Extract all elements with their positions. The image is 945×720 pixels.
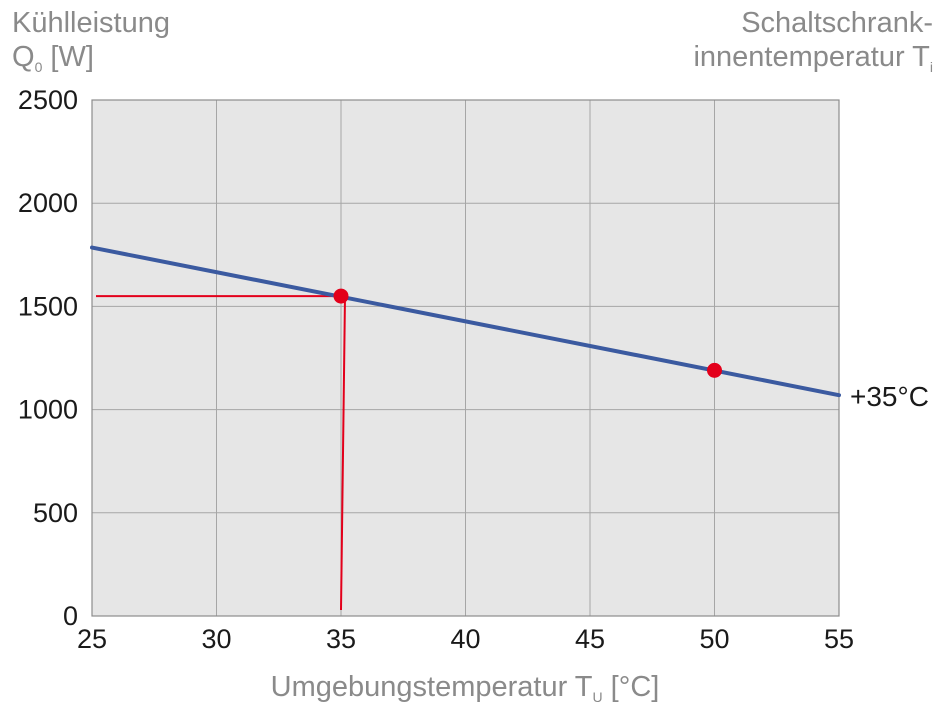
x-axis-unit: [°C]: [602, 671, 660, 703]
x-tick-label: 50: [699, 624, 729, 654]
y-axis-symbol-subscript: 0: [34, 59, 43, 75]
secondary-axis-title-line2: innentemperatur Ti: [693, 40, 933, 78]
y-axis-unit: [W]: [42, 41, 94, 73]
y-axis-symbol: Q: [12, 41, 35, 73]
x-tick-label: 40: [450, 624, 480, 654]
data-marker: [707, 362, 722, 378]
y-tick-label: 0: [63, 601, 78, 631]
series-label: +35°C: [850, 381, 929, 412]
secondary-axis-title-line1: Schaltschrank-: [741, 7, 933, 39]
x-axis-symbol-subscript: U: [592, 689, 603, 705]
y-tick-label: 1000: [18, 395, 78, 425]
data-marker: [333, 288, 349, 304]
y-tick-label: 2500: [18, 85, 78, 115]
y-tick-label: 2000: [18, 188, 78, 218]
x-tick-label: 45: [575, 624, 605, 654]
secondary-axis-symbol-subscript: i: [929, 59, 933, 75]
secondary-axis-symbol: innentemperatur T: [693, 41, 930, 73]
x-axis-symbol: Umgebungstemperatur T: [270, 671, 593, 703]
y-tick-label: 500: [33, 498, 78, 528]
y-axis-title-line2: Q0 [W]: [12, 40, 170, 78]
secondary-axis-title: Schaltschrank- innentemperatur Ti: [693, 6, 933, 78]
x-tick-label: 55: [824, 624, 854, 654]
guide-line: [340, 296, 346, 611]
y-axis-title: Kühlleistung Q0 [W]: [12, 6, 170, 78]
plot-border: [91, 99, 840, 617]
x-tick-label: 35: [326, 624, 356, 654]
x-tick-label: 25: [77, 624, 107, 654]
x-axis-title: Umgebungstemperatur TU [°C]: [0, 670, 930, 708]
y-tick-label: 1500: [18, 291, 78, 321]
y-axis-title-line1: Kühlleistung: [12, 7, 170, 39]
x-tick-label: 30: [201, 624, 231, 654]
